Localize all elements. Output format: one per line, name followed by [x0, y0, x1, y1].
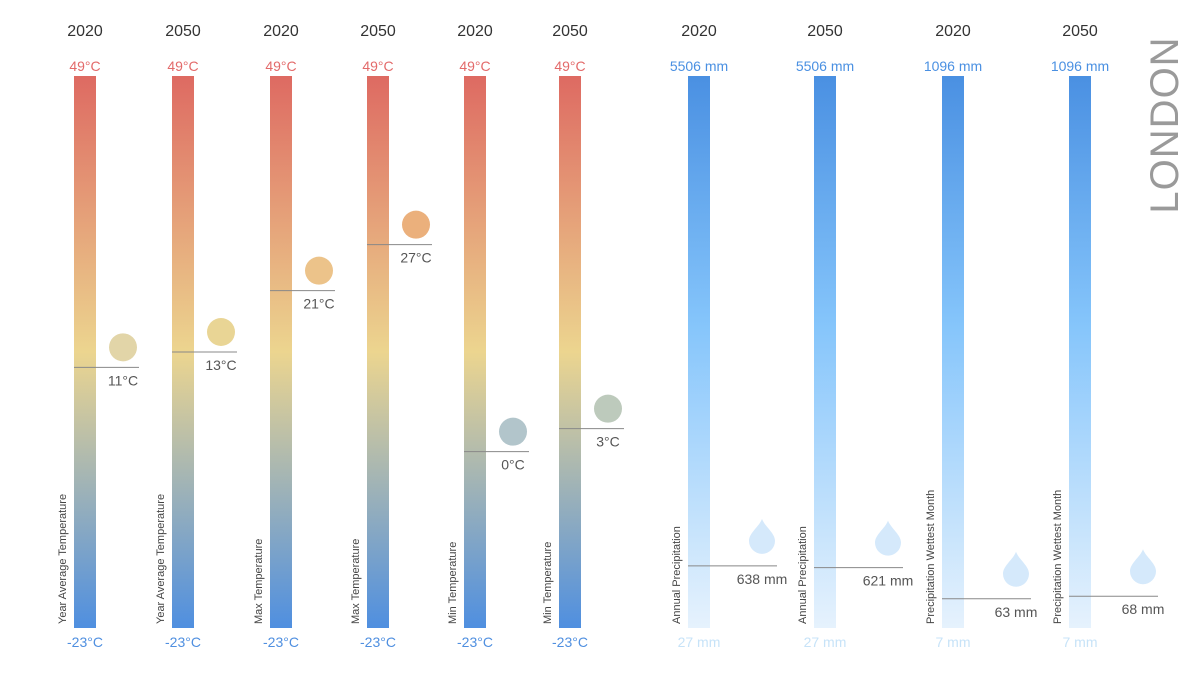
value-marker-dot — [402, 210, 430, 239]
max-label: 49°C — [554, 58, 585, 74]
gradient-bar — [942, 76, 964, 628]
value-marker-dot — [109, 333, 137, 362]
chart-column: 2050 1096 mm 7 mm Precipitation Wettest Mon… — [1051, 23, 1165, 650]
droplet-icon — [875, 520, 901, 556]
year-label: 2020 — [263, 23, 299, 40]
metric-label: Min Temperature — [447, 542, 459, 624]
min-label: -23°C — [67, 634, 103, 650]
value-label: 68 mm — [1122, 601, 1165, 617]
chart-column: 2020 49°C -23°C Min Temperature 0°C — [447, 23, 529, 650]
max-label: 49°C — [167, 58, 198, 74]
metric-label: Max Temperature — [350, 539, 362, 624]
year-label: 2020 — [67, 23, 103, 40]
min-label: -23°C — [360, 634, 396, 650]
year-label: 2050 — [165, 23, 201, 40]
value-label: 13°C — [205, 357, 236, 373]
gradient-bar — [688, 76, 710, 628]
value-marker-dot — [594, 394, 622, 423]
gradient-bar — [74, 76, 96, 628]
min-label: -23°C — [165, 634, 201, 650]
max-label: 5506 mm — [670, 58, 728, 74]
droplet-icon — [749, 518, 775, 554]
chart-column: 2020 5506 mm 27 mm Annual Precipitation 638 … — [670, 23, 787, 650]
gradient-bar — [464, 76, 486, 628]
max-label: 5506 mm — [796, 58, 854, 74]
metric-label: Precipitation Wettest Month — [1052, 490, 1064, 624]
chart-column: 2050 49°C -23°C Max Temperature 27°C — [350, 23, 432, 650]
max-label: 49°C — [265, 58, 296, 74]
metric-label: Precipitation Wettest Month — [925, 490, 937, 624]
year-label: 2020 — [935, 23, 971, 40]
year-label: 2050 — [360, 23, 396, 40]
value-label: 21°C — [303, 296, 334, 312]
droplet-icon — [1130, 549, 1156, 585]
value-label: 11°C — [108, 372, 138, 388]
max-label: 1096 mm — [924, 58, 982, 74]
gradient-bar — [367, 76, 389, 628]
year-label: 2020 — [457, 23, 493, 40]
metric-label: Year Average Temperature — [155, 494, 167, 624]
min-label: 27 mm — [678, 634, 721, 650]
gradient-bar — [1069, 76, 1091, 628]
min-label: -23°C — [457, 634, 493, 650]
min-label: 27 mm — [804, 634, 847, 650]
chart-column: 2050 5506 mm 27 mm Annual Precipitation 621 … — [796, 23, 913, 650]
city-label-wrap: LONDON — [1143, 36, 1187, 213]
metric-label: Annual Precipitation — [797, 526, 809, 624]
min-label: 7 mm — [1063, 634, 1098, 650]
droplet-icon — [1003, 551, 1029, 587]
year-label: 2050 — [1062, 23, 1098, 40]
value-label: 0°C — [501, 457, 525, 473]
chart-column: 2020 49°C -23°C Max Temperature 21°C — [253, 23, 335, 650]
value-label: 63 mm — [995, 604, 1038, 620]
max-label: 1096 mm — [1051, 58, 1109, 74]
gradient-bar — [814, 76, 836, 628]
max-label: 49°C — [362, 58, 393, 74]
year-label: 2050 — [552, 23, 588, 40]
city-label: LONDON — [1143, 36, 1187, 213]
max-label: 49°C — [69, 58, 100, 74]
value-label: 638 mm — [737, 571, 788, 587]
max-label: 49°C — [459, 58, 490, 74]
min-label: -23°C — [263, 634, 299, 650]
min-label: 7 mm — [936, 634, 971, 650]
chart-column: 2050 49°C -23°C Year Average Temperature 13°… — [155, 23, 237, 650]
gradient-bar — [270, 76, 292, 628]
metric-label: Min Temperature — [542, 542, 554, 624]
min-label: -23°C — [552, 634, 588, 650]
chart-column: 2050 49°C -23°C Min Temperature 3°C — [542, 23, 624, 650]
year-label: 2050 — [807, 23, 843, 40]
chart-column: 2020 1096 mm 7 mm Precipitation Wettest Mon… — [924, 23, 1038, 650]
metric-label: Year Average Temperature — [57, 494, 69, 624]
gradient-bar — [559, 76, 581, 628]
metric-label: Max Temperature — [253, 539, 265, 624]
value-marker-dot — [305, 256, 333, 285]
value-label: 27°C — [400, 250, 431, 266]
value-marker-dot — [499, 417, 527, 446]
value-label: 3°C — [596, 434, 620, 450]
metric-label: Annual Precipitation — [671, 526, 683, 624]
value-label: 621 mm — [863, 573, 914, 589]
year-label: 2020 — [681, 23, 717, 40]
value-marker-dot — [207, 318, 235, 346]
chart-column: 2020 49°C -23°C Year Average Temperature 11°… — [57, 23, 139, 650]
